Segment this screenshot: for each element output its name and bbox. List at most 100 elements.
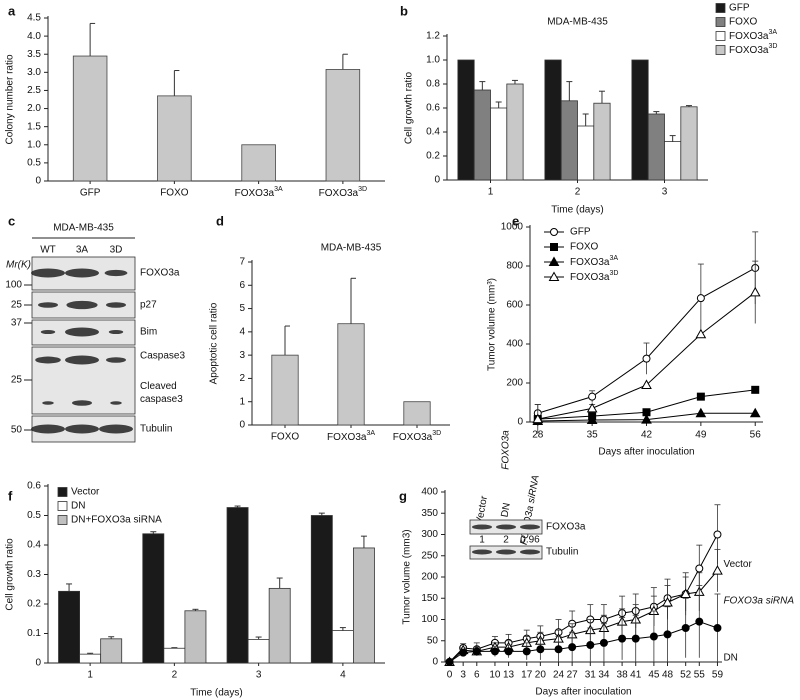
band — [65, 327, 99, 337]
marker — [695, 564, 704, 573]
band — [38, 302, 58, 308]
bar — [184, 610, 207, 664]
series-label: Vector — [723, 559, 752, 570]
y-tick-label: 0 — [517, 417, 523, 428]
marker — [490, 647, 499, 656]
bar — [544, 59, 562, 181]
x-tick-label: 34 — [598, 670, 610, 681]
y-tick-label: 0 — [434, 175, 440, 186]
marker — [631, 634, 640, 643]
y-tick-label: 4 — [239, 326, 245, 337]
text-base: FOXO3a — [327, 432, 367, 443]
legend-swatch — [57, 501, 68, 511]
y-tick-label: 800 — [506, 261, 523, 272]
legend-swatch — [715, 31, 726, 41]
marker — [713, 624, 722, 632]
x-tick-label: 13 — [503, 670, 515, 681]
band — [31, 424, 65, 434]
x-tick-label: FOXO — [271, 432, 300, 443]
bar — [79, 653, 102, 664]
lane-label: 3A — [76, 245, 89, 256]
text-base: FOXO3a — [319, 188, 359, 199]
y-tick-label: 0.8 — [426, 79, 440, 90]
bar — [331, 630, 354, 664]
x-tick-label: FOXO3a3A — [235, 186, 283, 199]
bar — [680, 106, 698, 181]
line — [449, 621, 718, 663]
marker — [554, 645, 563, 654]
y-tick-label: 0.3 — [27, 569, 41, 580]
y-tick-label: 250 — [421, 550, 438, 561]
legend-label: FOXO — [729, 17, 758, 28]
legend-label: FOXO — [570, 242, 599, 253]
y-axis-label: Tumor volume (mm³) — [487, 278, 498, 371]
marker — [663, 630, 672, 639]
marker — [695, 407, 707, 418]
annotation: FOXO3a — [501, 430, 512, 470]
mw-marker: 100 — [5, 280, 22, 291]
x-tick-label: 27 — [567, 670, 579, 681]
y-tick-label: 3.0 — [27, 67, 41, 78]
mw-marker: 37 — [11, 318, 23, 329]
y-axis-label: Cell growth ratio — [404, 71, 415, 144]
series-label: DN — [723, 653, 737, 664]
bar — [72, 55, 108, 182]
marker — [504, 647, 513, 656]
text-base: FOXO3a — [235, 188, 275, 199]
band — [472, 524, 492, 530]
y-axis-label: Cell growth ratio — [5, 538, 16, 611]
bar — [457, 59, 475, 181]
band-label: Cleaved caspase3 — [140, 381, 183, 405]
y-tick-label: 1.5 — [27, 121, 41, 132]
legend-label: GFP — [570, 227, 591, 238]
legend-swatch — [715, 3, 726, 13]
band — [66, 300, 98, 310]
band — [65, 355, 99, 365]
marker — [642, 354, 651, 363]
y-tick-label: 400 — [421, 487, 438, 498]
x-tick-label: 28 — [532, 430, 544, 441]
x-tick-label: FOXO — [160, 188, 189, 199]
x-tick-label: 3 — [662, 187, 668, 198]
y-tick-label: 7 — [239, 257, 245, 268]
x-tick-label: 48 — [662, 670, 674, 681]
legend-label: DN — [71, 501, 85, 512]
x-axis-label: Days after inoculation — [535, 687, 631, 698]
bar — [403, 401, 431, 426]
bar — [560, 100, 578, 181]
legend-swatch — [715, 17, 726, 27]
marker — [749, 407, 761, 418]
marker — [695, 328, 707, 339]
legend-label: FOXO3a3A — [570, 255, 618, 268]
panel-letter: b — [400, 3, 408, 18]
panel-letter: d — [216, 213, 224, 228]
x-tick-label: 49 — [695, 430, 707, 441]
bar — [268, 587, 291, 664]
x-tick-label: 24 — [553, 670, 565, 681]
bar — [226, 507, 249, 664]
panel-letter: a — [8, 3, 16, 18]
bar — [337, 323, 365, 426]
x-tick-label: 45 — [648, 670, 660, 681]
inset-band-label: FOXO3a — [546, 522, 586, 533]
x-tick-label: GFP — [80, 188, 101, 199]
bar — [664, 141, 682, 181]
legend-label: Vector — [71, 487, 100, 498]
marker — [459, 648, 468, 657]
bar — [247, 639, 270, 664]
band — [106, 302, 126, 308]
x-tick-label: 59 — [712, 670, 724, 681]
band — [35, 356, 61, 364]
x-tick-label: 56 — [750, 430, 762, 441]
marker — [568, 643, 577, 652]
y-tick-label: 1.0 — [27, 139, 41, 150]
x-tick-label: 42 — [641, 430, 653, 441]
chart-title: MDA-MB-435 — [547, 17, 608, 28]
bar — [100, 638, 123, 664]
band-label: p27 — [140, 300, 157, 311]
marker — [522, 647, 531, 656]
superscript: 3D — [432, 430, 441, 437]
superscript: 3A — [768, 29, 777, 36]
band — [72, 400, 92, 406]
